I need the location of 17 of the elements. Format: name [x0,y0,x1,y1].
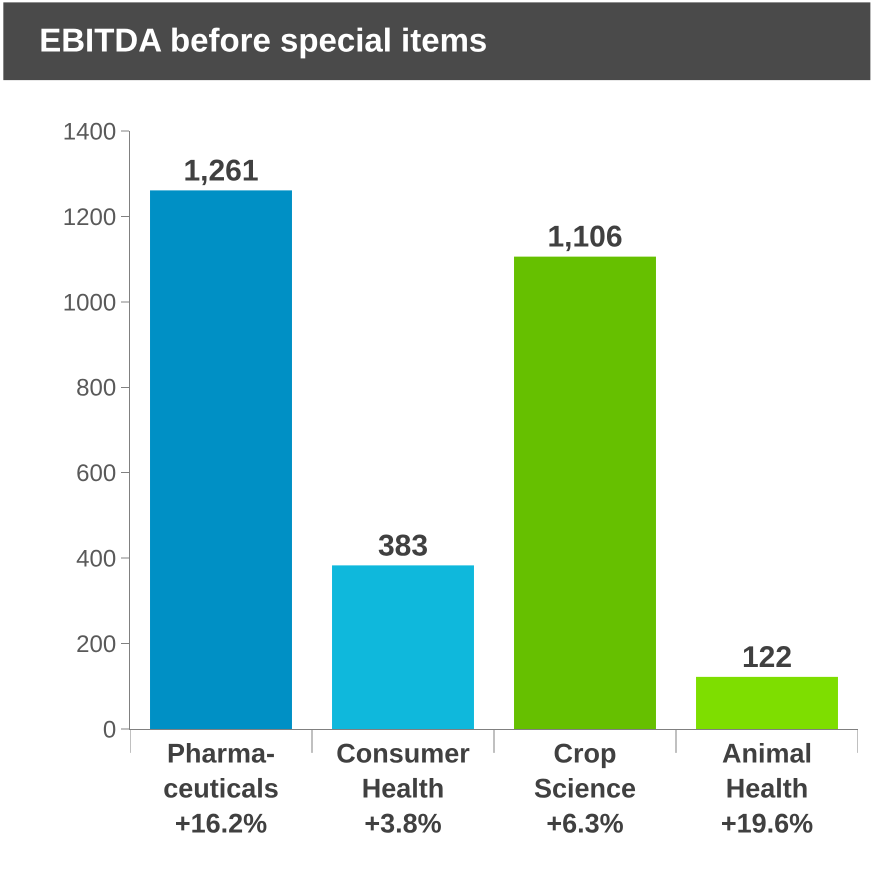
y-tick-label: 1000 [62,289,116,316]
y-tick-label: 800 [76,374,116,402]
y-tick-label: 400 [76,546,116,573]
x-tick-label: Consumer Health +3.8% [336,738,470,839]
y-tick-label: 200 [76,630,116,658]
y-tick-label: 1200 [62,204,116,231]
chart-title: EBITDA before special items [39,21,488,58]
x-tick-label: Crop Science +6.3% [534,738,636,839]
data-label: 1,261 [183,154,259,188]
data-label: 1,106 [547,220,623,254]
y-tick-label: 0 [102,716,116,744]
y-tick-label: 1400 [62,118,116,146]
y-tick-label: 600 [76,460,116,488]
x-tick-label: Pharma- ceuticals +16.2% [163,738,279,839]
data-label: 122 [742,640,792,674]
data-label: 383 [378,529,428,562]
x-tick-label: Animal Health +19.6% [720,738,814,839]
